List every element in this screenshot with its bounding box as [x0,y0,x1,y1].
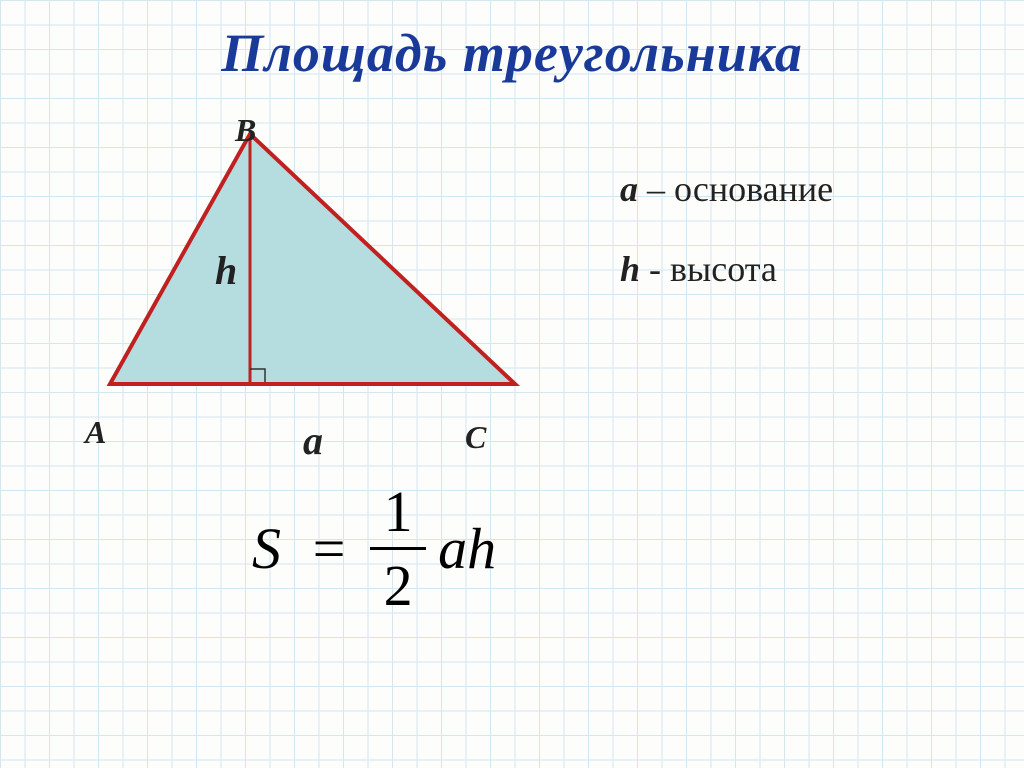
page-title: Площадь треугольника [0,22,1024,84]
triangle-fill [110,134,515,384]
fraction-numerator: 1 [384,478,413,547]
vertex-label-b: B [235,112,256,149]
vertex-label-a: A [85,414,106,451]
vertex-label-c: C [465,419,486,456]
legend-text-h: высота [670,249,777,289]
legend-text-a: основание [674,169,833,209]
triangle-svg [70,104,570,434]
legend-dash-a: – [647,169,665,209]
legend-line-a: a – основание [620,168,833,210]
legend-line-h: h - высота [620,248,833,290]
triangle-diagram: A B C h a [70,104,570,434]
area-formula: S = 1 2 ah [252,478,496,619]
legend-var-h: h [620,249,640,289]
legend: a – основание h - высота [620,168,833,328]
altitude-label-h: h [215,247,237,294]
formula-ah: ah [438,515,496,582]
formula-s: S [252,515,281,582]
legend-dash-h: - [649,249,661,289]
formula-fraction: 1 2 [370,478,426,619]
formula-equals: = [309,515,348,582]
fraction-denominator: 2 [384,550,413,619]
legend-var-a: a [620,169,638,209]
base-label-a: a [303,417,323,464]
